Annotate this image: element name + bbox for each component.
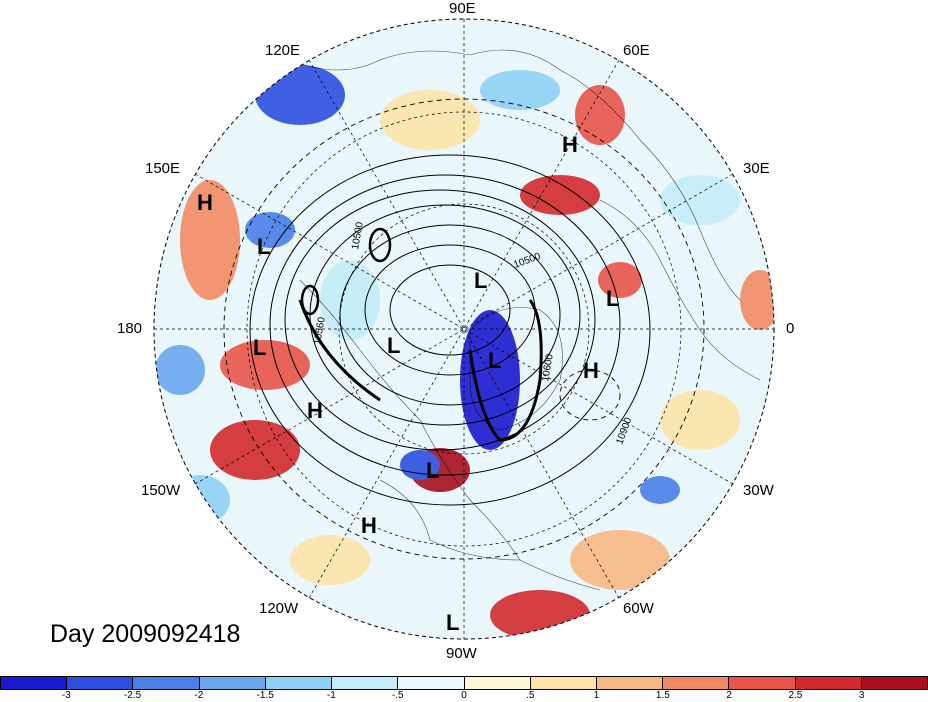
lon-label-30w: 30W: [743, 482, 774, 499]
pressure-center-high: H: [361, 513, 377, 538]
date-label: Day 2009092418: [50, 620, 241, 648]
pressure-center-low: L: [446, 610, 460, 635]
graticule: [154, 19, 774, 639]
colorbar-tick-label: -.5: [391, 690, 404, 701]
lon-label-90w: 90W: [446, 645, 477, 662]
colorbar-tick-label: .5: [526, 690, 535, 701]
colorbar-tick-label: 2.5: [788, 690, 803, 701]
anomaly-field: [154, 19, 774, 639]
pressure-center-low: L: [257, 234, 271, 259]
colorbar-tick-label: 1: [593, 690, 600, 701]
lon-label-180: 180: [117, 320, 143, 337]
colorbar-cell: [861, 676, 928, 690]
pressure-center-low: L: [387, 333, 401, 358]
lon-label-120w: 120W: [259, 600, 299, 617]
colorbar-tick-label: -1.5: [256, 690, 274, 701]
colorbar-cell: [0, 676, 68, 690]
pressure-center-low: L: [488, 348, 502, 373]
colorbar-cell: [199, 676, 266, 690]
pressure-center-low: L: [253, 335, 267, 360]
colorbar-cell: [67, 676, 134, 690]
colorbar: [0, 676, 928, 690]
colorbar-tick-label: -2.5: [123, 690, 142, 701]
colorbar-cell: [398, 676, 465, 690]
contour-label: 10560: [312, 316, 328, 346]
colorbar-cell: [596, 676, 664, 690]
lon-label-120e: 120E: [265, 42, 301, 59]
lon-label-60w: 60W: [623, 600, 654, 617]
lon-label-60e: 60E: [623, 42, 650, 59]
pressure-center-low: L: [426, 458, 440, 483]
colorbar-cell: [464, 676, 531, 690]
colorbar-cell: [663, 676, 730, 690]
pressure-center-high: H: [197, 190, 213, 215]
lon-label-150e: 150E: [145, 160, 181, 177]
contour-label: 10600: [540, 353, 556, 383]
pressure-center-low: L: [474, 268, 488, 293]
colorbar-cell: [530, 676, 597, 690]
polar-map: 10500 10560 10500 10600 10900: [153, 18, 775, 640]
colorbar-tick-label: 3: [858, 690, 865, 701]
colorbar-tick-label: -1: [326, 690, 336, 701]
contour-label: 10500: [350, 221, 366, 251]
pressure-center-low: L: [606, 286, 620, 311]
colorbar-cell: [729, 676, 796, 690]
lon-label-0: 0: [786, 320, 795, 337]
colorbar-tick-label: -3: [61, 690, 71, 701]
map-boundary: [153, 18, 775, 640]
lon-label-150w: 150W: [141, 482, 181, 499]
colorbar-cell: [265, 676, 333, 690]
colorbar-cell: [795, 676, 862, 690]
pressure-center-high: H: [583, 358, 599, 383]
colorbar-cell: [133, 676, 200, 690]
lon-label-30e: 30E: [743, 160, 770, 177]
pressure-center-high: H: [307, 398, 323, 423]
colorbar-tick-label: 2: [726, 690, 732, 701]
colorbar-tick-label: 0: [461, 690, 467, 701]
colorbar-cell: [332, 676, 399, 690]
colorbar-tick-label: -2: [194, 690, 204, 701]
pressure-center-high: H: [562, 132, 578, 157]
height-contours: [249, 154, 651, 506]
lon-label-90e: 90E: [449, 0, 476, 17]
colorbar-tick-label: 1.5: [655, 690, 670, 701]
